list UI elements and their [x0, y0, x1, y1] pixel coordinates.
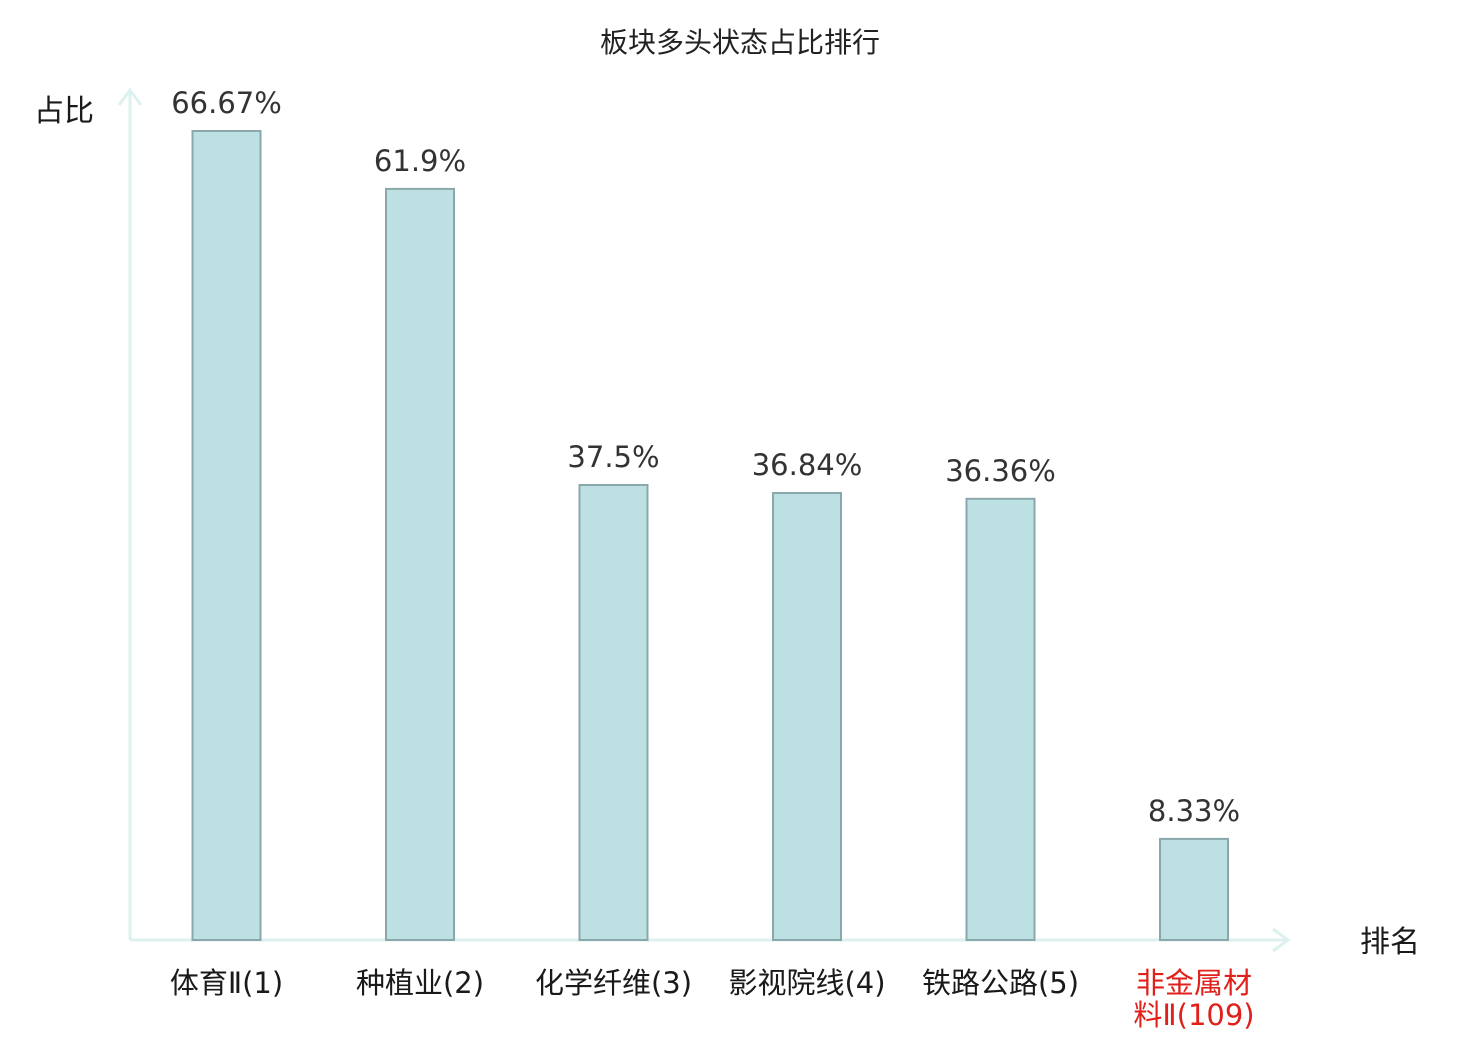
x-axis-arrow — [1272, 927, 1291, 953]
category-labels: 体育Ⅱ(1) 种植业(2) 化学纤维(3) 影视院线(4) 铁路公路(5) 非金属材料Ⅱ(… — [170, 966, 1255, 1032]
bar-5 — [965, 497, 1036, 941]
bar-4 — [772, 492, 842, 941]
bar-1 — [191, 130, 262, 941]
x-axis-title: 排名 — [1360, 925, 1420, 960]
category-label-line: 影视院线(4) — [728, 966, 885, 1000]
bar-2 — [385, 187, 455, 941]
value-label-6: 8.33% — [1148, 794, 1240, 828]
value-labels: 66.67% 61.9% 37.5% 36.84% 36.36% 8.33% — [171, 86, 1240, 828]
category-label-5: 铁路公路(5) — [922, 966, 1079, 1000]
category-label-6: 非金属材料Ⅱ(109) — [1133, 966, 1254, 1032]
value-label-2: 61.9% — [374, 144, 466, 178]
category-label-4: 影视院线(4) — [728, 966, 885, 1000]
category-label-line: 化学纤维(3) — [535, 966, 692, 1000]
value-label-1: 66.67% — [171, 86, 282, 120]
chart-title: 板块多头状态占比排行 — [600, 26, 880, 59]
category-label-3: 化学纤维(3) — [535, 966, 692, 1000]
bar-6 — [1159, 837, 1229, 942]
bar-3 — [578, 484, 649, 941]
category-label-line: 体育Ⅱ(1) — [170, 966, 283, 1000]
value-label-3: 37.5% — [567, 440, 659, 474]
value-label-5: 36.36% — [945, 454, 1056, 488]
y-axis-arrow — [117, 87, 143, 106]
category-label-line: 料Ⅱ(109) — [1133, 998, 1254, 1032]
axes — [117, 87, 1291, 953]
category-label-line: 种植业(2) — [356, 966, 484, 1000]
category-label-2: 种植业(2) — [356, 966, 484, 1000]
category-label-line: 铁路公路(5) — [922, 966, 1079, 1000]
y-axis-title: 占比 — [34, 94, 94, 129]
bars — [191, 130, 1229, 942]
value-label-4: 36.84% — [752, 448, 863, 482]
category-label-1: 体育Ⅱ(1) — [170, 966, 283, 1000]
category-label-line: 非金属材 — [1136, 966, 1252, 1000]
